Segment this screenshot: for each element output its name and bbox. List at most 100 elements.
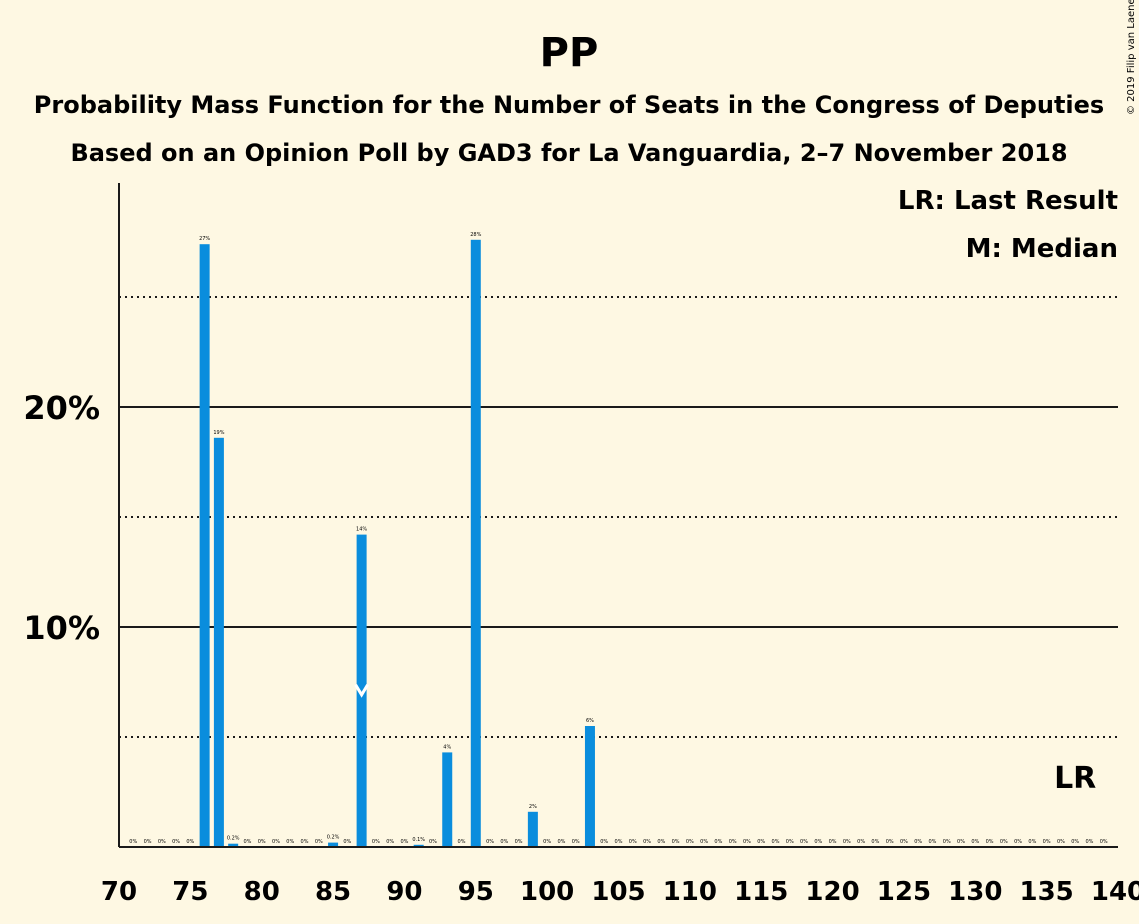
bar-label-90: 0% xyxy=(400,839,408,845)
bar-87 xyxy=(356,534,367,847)
bar-label-134: 0% xyxy=(1028,839,1036,845)
legend-last-result: LR: Last Result xyxy=(898,186,1118,216)
bar-label-92: 0% xyxy=(429,839,437,845)
bar-label-107: 0% xyxy=(643,839,651,845)
bar-label-126: 0% xyxy=(914,839,922,845)
bar-91 xyxy=(413,844,424,847)
bar-label-105: 0% xyxy=(615,839,623,845)
x-tick-95: 95 xyxy=(458,877,494,907)
x-tick-130: 130 xyxy=(948,877,1002,907)
x-tick-135: 135 xyxy=(1020,877,1074,907)
bar-99 xyxy=(527,811,538,847)
bar-76 xyxy=(199,244,210,847)
gridlines xyxy=(119,296,1118,738)
x-tick-70: 70 xyxy=(101,877,137,907)
x-tick-labels: 70 75 80 85 90 95 100 105 110 115 120 125 130 135 140 xyxy=(101,877,1139,907)
bar-label-114: 0% xyxy=(743,839,751,845)
bar-label-77: 19% xyxy=(213,430,224,436)
bar-label-78: 0.2% xyxy=(227,836,240,842)
y-tick-20: 20% xyxy=(23,389,100,427)
bar-label-89: 0% xyxy=(386,839,394,845)
bar-label-94: 0% xyxy=(458,839,466,845)
bar-label-88: 0% xyxy=(372,839,380,845)
bar-93 xyxy=(442,752,453,847)
bar-label-118: 0% xyxy=(800,839,808,845)
bar-label-122: 0% xyxy=(857,839,865,845)
bar-label-96: 0% xyxy=(486,839,494,845)
bar-label-98: 0% xyxy=(515,839,523,845)
bar-label-123: 0% xyxy=(871,839,879,845)
bar-label-131: 0% xyxy=(986,839,994,845)
x-tick-125: 125 xyxy=(877,877,931,907)
x-tick-85: 85 xyxy=(315,877,351,907)
bars-group xyxy=(199,239,595,848)
bar-label-127: 0% xyxy=(929,839,937,845)
bar-label-91: 0.1% xyxy=(412,837,425,843)
bar-label-125: 0% xyxy=(900,839,908,845)
x-tick-120: 120 xyxy=(805,877,859,907)
x-tick-110: 110 xyxy=(663,877,717,907)
bar-label-136: 0% xyxy=(1057,839,1065,845)
chart-subtitle-poll: Based on an Opinion Poll by GAD3 for La … xyxy=(70,139,1067,167)
bar-label-128: 0% xyxy=(943,839,951,845)
x-tick-115: 115 xyxy=(734,877,788,907)
axes-group xyxy=(118,183,1118,848)
bar-label-137: 0% xyxy=(1071,839,1079,845)
bar-label-86: 0% xyxy=(343,839,351,845)
bar-label-75: 0% xyxy=(186,839,194,845)
bar-label-82: 0% xyxy=(286,839,294,845)
bar-label-106: 0% xyxy=(629,839,637,845)
bar-label-79: 0% xyxy=(243,839,251,845)
bar-label-132: 0% xyxy=(1000,839,1008,845)
bar-label-72: 0% xyxy=(144,839,152,845)
bar-label-74: 0% xyxy=(172,839,180,845)
last-result-marker: LR xyxy=(1054,761,1096,796)
median-marker xyxy=(354,684,369,698)
bar-label-110: 0% xyxy=(686,839,694,845)
bar-77 xyxy=(213,437,224,847)
x-tick-100: 100 xyxy=(520,877,574,907)
bar-label-102: 0% xyxy=(572,839,580,845)
chart-subtitle: Probability Mass Function for the Number… xyxy=(34,91,1104,119)
bar-85 xyxy=(328,842,339,847)
bar-label-111: 0% xyxy=(700,839,708,845)
bar-label-83: 0% xyxy=(301,839,309,845)
bar-label-124: 0% xyxy=(886,839,894,845)
legend-median: M: Median xyxy=(966,234,1118,264)
markers-group: LR xyxy=(354,684,1096,796)
x-tick-90: 90 xyxy=(386,877,422,907)
bar-label-97: 0% xyxy=(500,839,508,845)
x-tick-80: 80 xyxy=(244,877,280,907)
bar-label-80: 0% xyxy=(258,839,266,845)
bar-label-115: 0% xyxy=(757,839,765,845)
bar-label-99: 2% xyxy=(529,804,537,810)
bar-label-121: 0% xyxy=(843,839,851,845)
bar-label-93: 4% xyxy=(443,744,451,750)
x-tick-105: 105 xyxy=(591,877,645,907)
bar-label-100: 0% xyxy=(543,839,551,845)
bar-label-103: 6% xyxy=(586,718,594,724)
bar-label-130: 0% xyxy=(971,839,979,845)
bar-labels-group: 0% 0% 0% 0% 0% 27% 19% 0.2% 0% 0% 0% 0% 0% 0% 0.2% 0% 14… xyxy=(129,232,1108,845)
bar-label-129: 0% xyxy=(957,839,965,845)
bar-103 xyxy=(584,726,595,847)
bar-78 xyxy=(228,843,239,847)
bar-label-84: 0% xyxy=(315,839,323,845)
bar-label-133: 0% xyxy=(1014,839,1022,845)
bar-label-108: 0% xyxy=(657,839,665,845)
bar-label-119: 0% xyxy=(814,839,822,845)
y-tick-labels: 10% 20% xyxy=(23,389,100,647)
bar-label-101: 0% xyxy=(557,839,565,845)
bar-label-139: 0% xyxy=(1100,839,1108,845)
bar-label-71: 0% xyxy=(129,839,137,845)
bar-label-112: 0% xyxy=(714,839,722,845)
bar-label-73: 0% xyxy=(158,839,166,845)
bar-label-116: 0% xyxy=(772,839,780,845)
bar-label-87: 14% xyxy=(356,527,367,533)
bar-label-76: 27% xyxy=(199,236,210,242)
bar-label-95: 28% xyxy=(470,232,481,238)
bar-label-120: 0% xyxy=(829,839,837,845)
bar-95 xyxy=(470,239,481,848)
bar-label-104: 0% xyxy=(600,839,608,845)
